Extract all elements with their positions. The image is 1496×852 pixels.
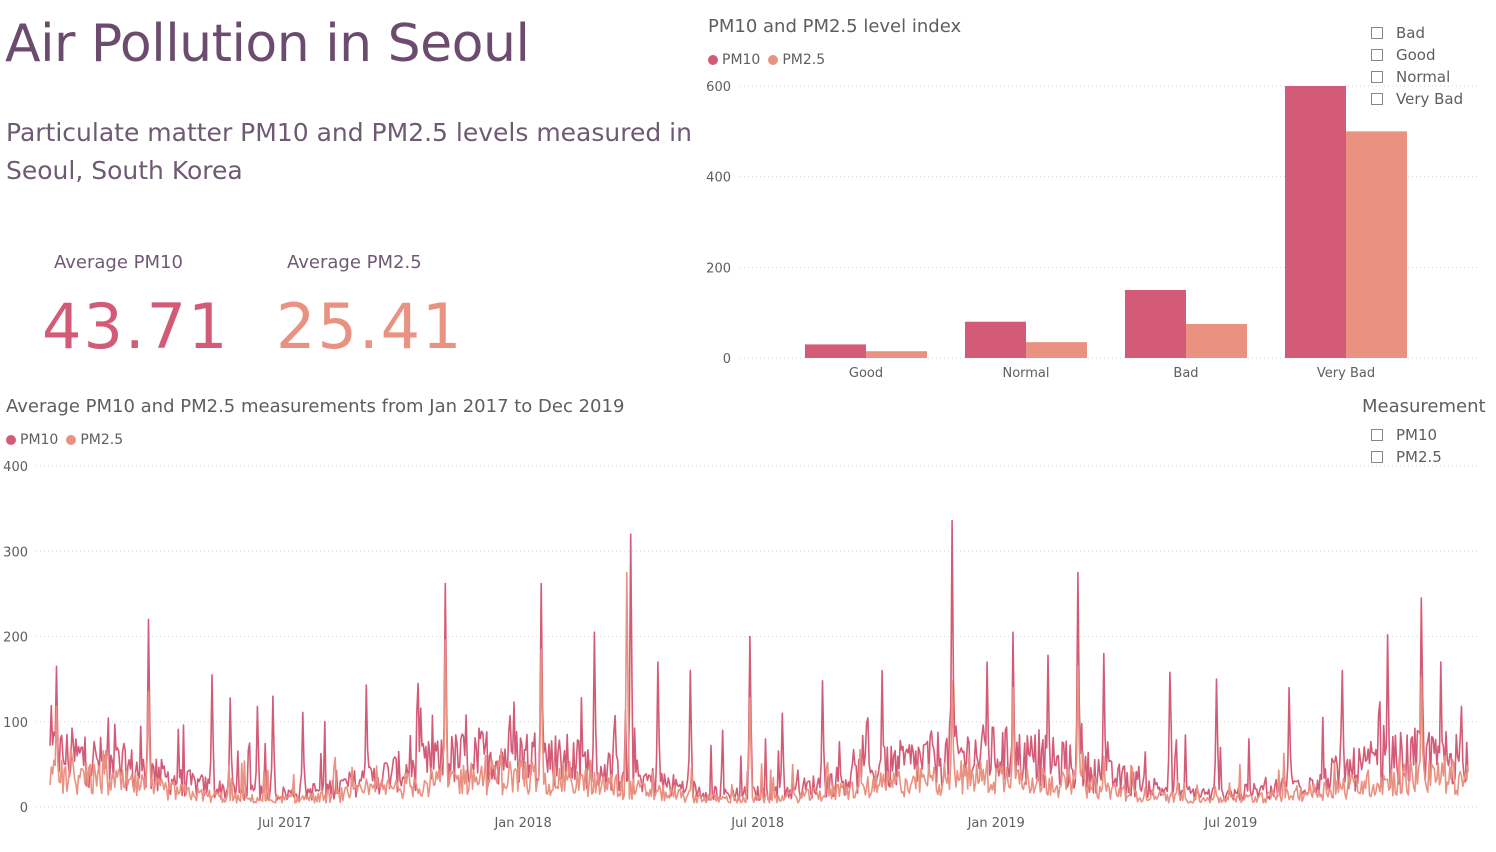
legend-dot — [768, 55, 779, 65]
slicer-option-label: Very Bad — [1396, 90, 1464, 108]
checkbox[interactable] — [1371, 451, 1383, 463]
bar-pm25-good — [866, 351, 927, 358]
legend-item-pm25[interactable]: PM2.5 — [768, 52, 825, 68]
bar-pm10-normal — [965, 321, 1026, 358]
legend-item-pm10[interactable]: PM10 — [708, 52, 760, 68]
legend-item-pm10[interactable]: PM10 — [6, 432, 58, 448]
kpi-card-pm10: Average PM10 — [54, 252, 183, 273]
slicer-option-label: PM10 — [1396, 426, 1438, 444]
checkbox[interactable] — [1371, 71, 1383, 83]
legend-label: PM10 — [722, 52, 761, 68]
series-line-pm10 — [49, 519, 1469, 801]
x-tick-label: Jul 2017 — [257, 816, 311, 831]
legend-label: PM2.5 — [782, 52, 826, 68]
checkbox[interactable] — [1371, 93, 1383, 105]
slicer-option-label: PM2.5 — [1396, 448, 1442, 466]
legend-dot — [708, 55, 718, 65]
y-tick-label: 400 — [3, 460, 28, 475]
slicer-option-bad[interactable]: Bad — [1371, 22, 1463, 44]
page-subtitle: Particulate matter PM10 and PM2.5 levels… — [6, 118, 692, 185]
x-tick-label: Jan 2018 — [493, 816, 551, 831]
kpi-label: Average PM10 — [54, 252, 183, 273]
legend-dot — [6, 435, 16, 445]
slicer-option-label: Bad — [1396, 24, 1426, 42]
y-tick-label: 400 — [706, 171, 731, 186]
measurement-slicer: PM10 PM2.5 — [1371, 424, 1442, 468]
bar-chart-title: PM10 and PM2.5 level index — [708, 16, 962, 37]
y-tick-label: 0 — [723, 352, 731, 367]
level-slicer: Bad Good Normal Very Bad — [1371, 22, 1463, 110]
slicer-option-normal[interactable]: Normal — [1371, 66, 1463, 88]
slicer-option-label: Normal — [1396, 68, 1451, 86]
bar-chart-legend: PM10 PM2.5 — [708, 52, 833, 68]
x-tick-label: Very Bad — [1317, 366, 1375, 381]
legend-label: PM10 — [20, 432, 59, 448]
slicer-option-very-bad[interactable]: Very Bad — [1371, 88, 1463, 110]
x-tick-label: Bad — [1173, 366, 1198, 381]
legend-item-pm25[interactable]: PM2.5 — [66, 432, 123, 448]
checkbox[interactable] — [1371, 49, 1383, 61]
y-tick-label: 100 — [3, 716, 28, 731]
bar-chart: 0 200 400 600 Good Normal Bad Very Bad — [706, 80, 1480, 381]
y-tick-label: 200 — [3, 631, 28, 646]
bar-pm25-bad — [1186, 324, 1247, 358]
series-line-pm25 — [49, 571, 1469, 804]
bar-pm25-normal — [1026, 342, 1087, 358]
page-title: Air Pollution in Seoul — [5, 14, 530, 74]
x-tick-label: Good — [849, 366, 883, 381]
slicer-option-pm10[interactable]: PM10 — [1371, 424, 1442, 446]
y-tick-label: 600 — [706, 80, 731, 95]
y-tick-label: 0 — [20, 801, 28, 816]
line-chart-legend: PM10 PM2.5 — [6, 432, 131, 448]
x-tick-label: Jul 2018 — [730, 816, 784, 831]
x-tick-label: Jul 2019 — [1203, 816, 1257, 831]
kpi-value: 43.71 — [42, 290, 230, 363]
slicer-option-label: Good — [1396, 46, 1436, 64]
kpi-value: 25.41 — [276, 290, 464, 363]
x-tick-label: Normal — [1002, 366, 1049, 381]
x-tick-label: Jan 2019 — [967, 816, 1025, 831]
bar-pm10-good — [805, 344, 866, 358]
y-tick-label: 200 — [706, 261, 731, 276]
checkbox[interactable] — [1371, 429, 1383, 441]
checkbox[interactable] — [1371, 27, 1383, 39]
line-chart-title: Average PM10 and PM2.5 measurements from… — [6, 396, 625, 417]
slicer-option-pm25[interactable]: PM2.5 — [1371, 446, 1442, 468]
kpi-label: Average PM2.5 — [287, 252, 422, 273]
slicer-option-good[interactable]: Good — [1371, 44, 1463, 66]
legend-label: PM2.5 — [80, 432, 124, 448]
measurement-slicer-title: Measurement — [1362, 396, 1486, 417]
bar-pm10-very-bad — [1285, 86, 1346, 358]
legend-dot — [66, 435, 77, 445]
bar-pm10-bad — [1125, 290, 1186, 358]
kpi-card-pm25: Average PM2.5 — [287, 252, 422, 273]
y-tick-label: 300 — [3, 545, 28, 560]
line-chart: 0 100 200 300 400 Jul 2017 Jan 2018 Jul 2018 Jan… — [3, 460, 1478, 831]
bar-pm25-very-bad — [1346, 131, 1407, 358]
